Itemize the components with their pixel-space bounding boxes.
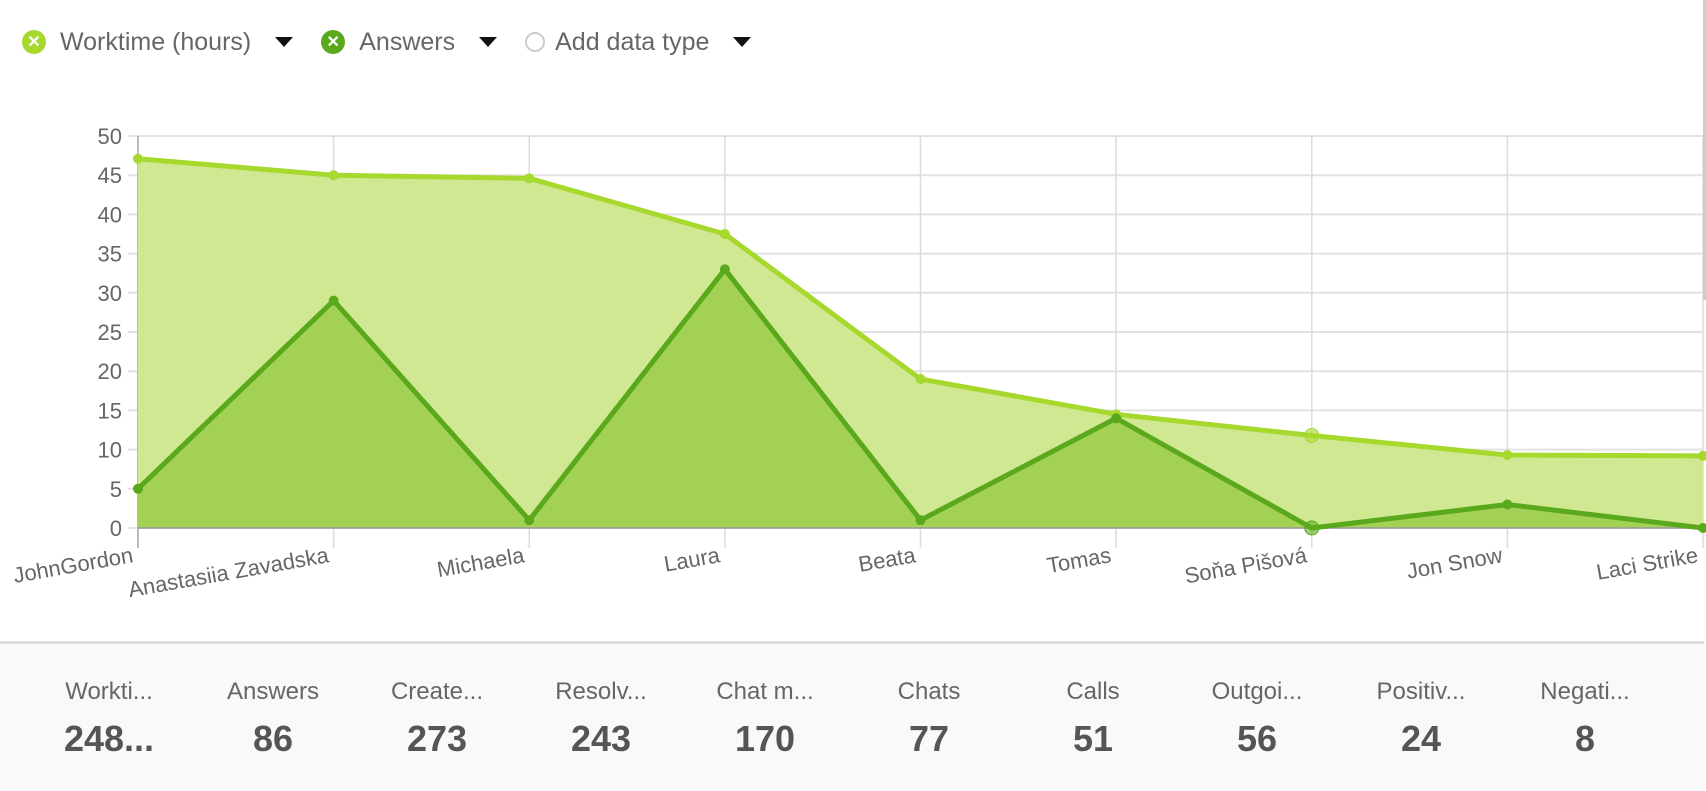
y-tick-label: 15 (98, 398, 122, 423)
stat-value: 77 (854, 718, 1004, 760)
stat-label: Negati... (1510, 678, 1660, 706)
data-point (720, 230, 729, 239)
stat-value: 51 (1018, 718, 1168, 760)
y-tick-label: 35 (98, 242, 122, 267)
data-point (329, 171, 338, 180)
stat-value: 273 (362, 718, 512, 760)
area-chart: 0 5 10 15 20 25 30 35 40 45 50 JohnGordonAnastasiia… (0, 0, 1706, 640)
stat-item[interactable]: Positiv... 24 (1346, 678, 1496, 760)
stat-label: Calls (1018, 678, 1168, 706)
y-tick-label: 30 (98, 281, 122, 306)
y-tick-label: 20 (98, 359, 122, 384)
stat-item[interactable]: Create... 273 (362, 678, 512, 760)
stat-item[interactable]: Outgoi... 56 (1182, 678, 1332, 760)
data-point (1503, 451, 1512, 460)
data-point (1699, 524, 1706, 533)
stat-item[interactable]: Resolv... 243 (526, 678, 676, 760)
y-tick-label: 25 (98, 320, 122, 345)
stat-value: 24 (1346, 718, 1496, 760)
stat-label: Chats (854, 678, 1004, 706)
stat-label: Answers (198, 678, 348, 706)
y-tick-label: 0 (110, 516, 122, 541)
stat-label: Create... (362, 678, 512, 706)
data-point (525, 174, 534, 183)
data-point (1503, 500, 1512, 509)
y-tick-label: 50 (98, 124, 122, 149)
stat-item[interactable]: Negati... 8 (1510, 678, 1660, 760)
stat-label: Resolv... (526, 678, 676, 706)
data-point (916, 516, 925, 525)
x-tick-label: Tomas (1045, 542, 1113, 578)
stat-label: Outgoi... (1182, 678, 1332, 706)
data-point (1305, 521, 1319, 535)
stat-label: Positiv... (1346, 678, 1496, 706)
y-tick-label: 40 (98, 202, 122, 227)
x-tick-label: JohnGordon (11, 542, 135, 588)
data-point (134, 484, 143, 493)
stat-value: 243 (526, 718, 676, 760)
data-point (720, 265, 729, 274)
stat-label: Chat m... (690, 678, 840, 706)
data-point (525, 516, 534, 525)
data-point (134, 154, 143, 163)
stat-value: 56 (1182, 718, 1332, 760)
x-tick-label: Anastasiia Zavadska (126, 542, 331, 602)
stat-item[interactable]: Calls 51 (1018, 678, 1168, 760)
stat-value: 170 (690, 718, 840, 760)
stat-item[interactable]: Chat m... 170 (690, 678, 840, 760)
y-tick-label: 10 (98, 438, 122, 463)
stat-item[interactable]: Chats 77 (854, 678, 1004, 760)
x-tick-label: Jon Snow (1405, 542, 1505, 583)
x-tick-label: Laura (662, 542, 723, 577)
data-point (1305, 428, 1319, 442)
data-point (1112, 414, 1121, 423)
stat-value: 8 (1510, 718, 1660, 760)
x-tick-label: Laci Strike (1594, 542, 1699, 584)
stat-value: 86 (198, 718, 348, 760)
data-point (1699, 451, 1706, 460)
stat-label: Workti... (34, 678, 184, 706)
y-tick-label: 5 (110, 477, 122, 502)
data-point (329, 296, 338, 305)
x-tick-label: Beata (856, 542, 918, 577)
stats-bar: Workti... 248... Answers 86 Create... 273 Reso… (0, 641, 1704, 791)
stat-value: 248... (34, 718, 184, 760)
data-point (916, 375, 925, 384)
y-tick-label: 45 (98, 163, 122, 188)
x-tick-label: Soňa Pišová (1183, 542, 1310, 588)
x-tick-label: Michaela (435, 542, 527, 582)
stat-item[interactable]: Workti... 248... (34, 678, 184, 760)
stat-item[interactable]: Answers 86 (198, 678, 348, 760)
